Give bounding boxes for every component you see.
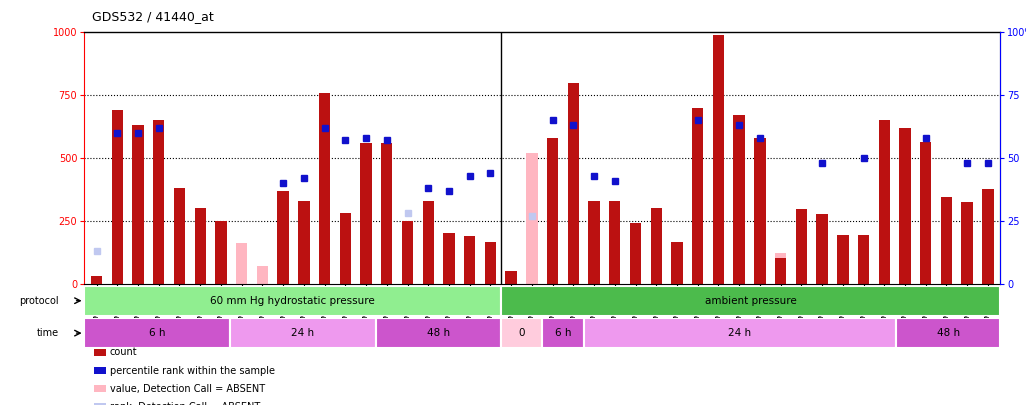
Bar [132, 125, 144, 284]
Bar [713, 35, 724, 284]
Bar [173, 188, 185, 284]
Bar [584, 318, 897, 348]
Text: value, Detection Call = ABSENT: value, Detection Call = ABSENT [110, 384, 265, 394]
Bar [215, 221, 227, 284]
Bar [484, 242, 497, 284]
Text: protocol: protocol [19, 296, 60, 306]
Bar [319, 93, 330, 284]
Bar [443, 243, 455, 284]
Bar [91, 276, 103, 283]
Bar [256, 266, 268, 284]
Bar [567, 83, 579, 284]
Bar [506, 271, 517, 283]
Bar [381, 143, 393, 284]
Text: 48 h: 48 h [937, 328, 960, 338]
Bar [858, 234, 869, 284]
Bar [112, 110, 123, 284]
Bar [692, 108, 704, 284]
Bar [501, 286, 1000, 316]
Bar [941, 197, 952, 284]
Text: count: count [110, 347, 137, 357]
Bar [464, 258, 475, 283]
Bar [630, 223, 641, 284]
Bar [423, 200, 434, 284]
Text: 24 h: 24 h [291, 328, 314, 338]
Bar [277, 191, 289, 284]
Bar [588, 200, 600, 284]
Bar [878, 120, 890, 284]
Bar [153, 120, 164, 284]
Bar [84, 286, 501, 316]
Text: rank, Detection Call = ABSENT: rank, Detection Call = ABSENT [110, 402, 260, 405]
Bar [734, 115, 745, 284]
Bar [941, 254, 952, 284]
Bar [754, 138, 765, 284]
Bar [795, 209, 807, 284]
Bar [443, 233, 455, 284]
Bar [961, 202, 973, 284]
Bar [542, 318, 584, 348]
Bar [360, 143, 371, 284]
Bar [671, 242, 682, 284]
Bar [464, 236, 475, 284]
Text: percentile rank within the sample: percentile rank within the sample [110, 366, 275, 375]
Bar [817, 215, 828, 284]
Bar [897, 318, 1000, 348]
Bar [299, 200, 310, 284]
Bar [982, 190, 993, 284]
Bar [650, 208, 662, 284]
Bar [671, 251, 682, 284]
Text: ambient pressure: ambient pressure [705, 296, 796, 306]
Bar [775, 254, 786, 284]
Bar [526, 153, 538, 284]
Text: 6 h: 6 h [149, 328, 165, 338]
Bar [236, 243, 247, 284]
Bar [376, 318, 501, 348]
Bar [920, 142, 932, 284]
Bar [91, 282, 103, 283]
Bar [230, 318, 376, 348]
Bar [501, 318, 542, 348]
Text: GDS532 / 41440_at: GDS532 / 41440_at [92, 10, 214, 23]
Bar [340, 213, 351, 284]
Text: 0: 0 [518, 328, 524, 338]
Text: time: time [37, 328, 60, 338]
Text: 48 h: 48 h [427, 328, 449, 338]
Bar [900, 128, 911, 284]
Bar [547, 138, 558, 284]
Text: 6 h: 6 h [555, 328, 571, 338]
Bar [402, 221, 413, 284]
Text: 24 h: 24 h [728, 328, 752, 338]
Bar [609, 200, 621, 284]
Bar [837, 234, 849, 284]
Bar [775, 258, 786, 283]
Bar [195, 208, 206, 284]
Text: 60 mm Hg hydrostatic pressure: 60 mm Hg hydrostatic pressure [210, 296, 374, 306]
Bar [84, 318, 230, 348]
